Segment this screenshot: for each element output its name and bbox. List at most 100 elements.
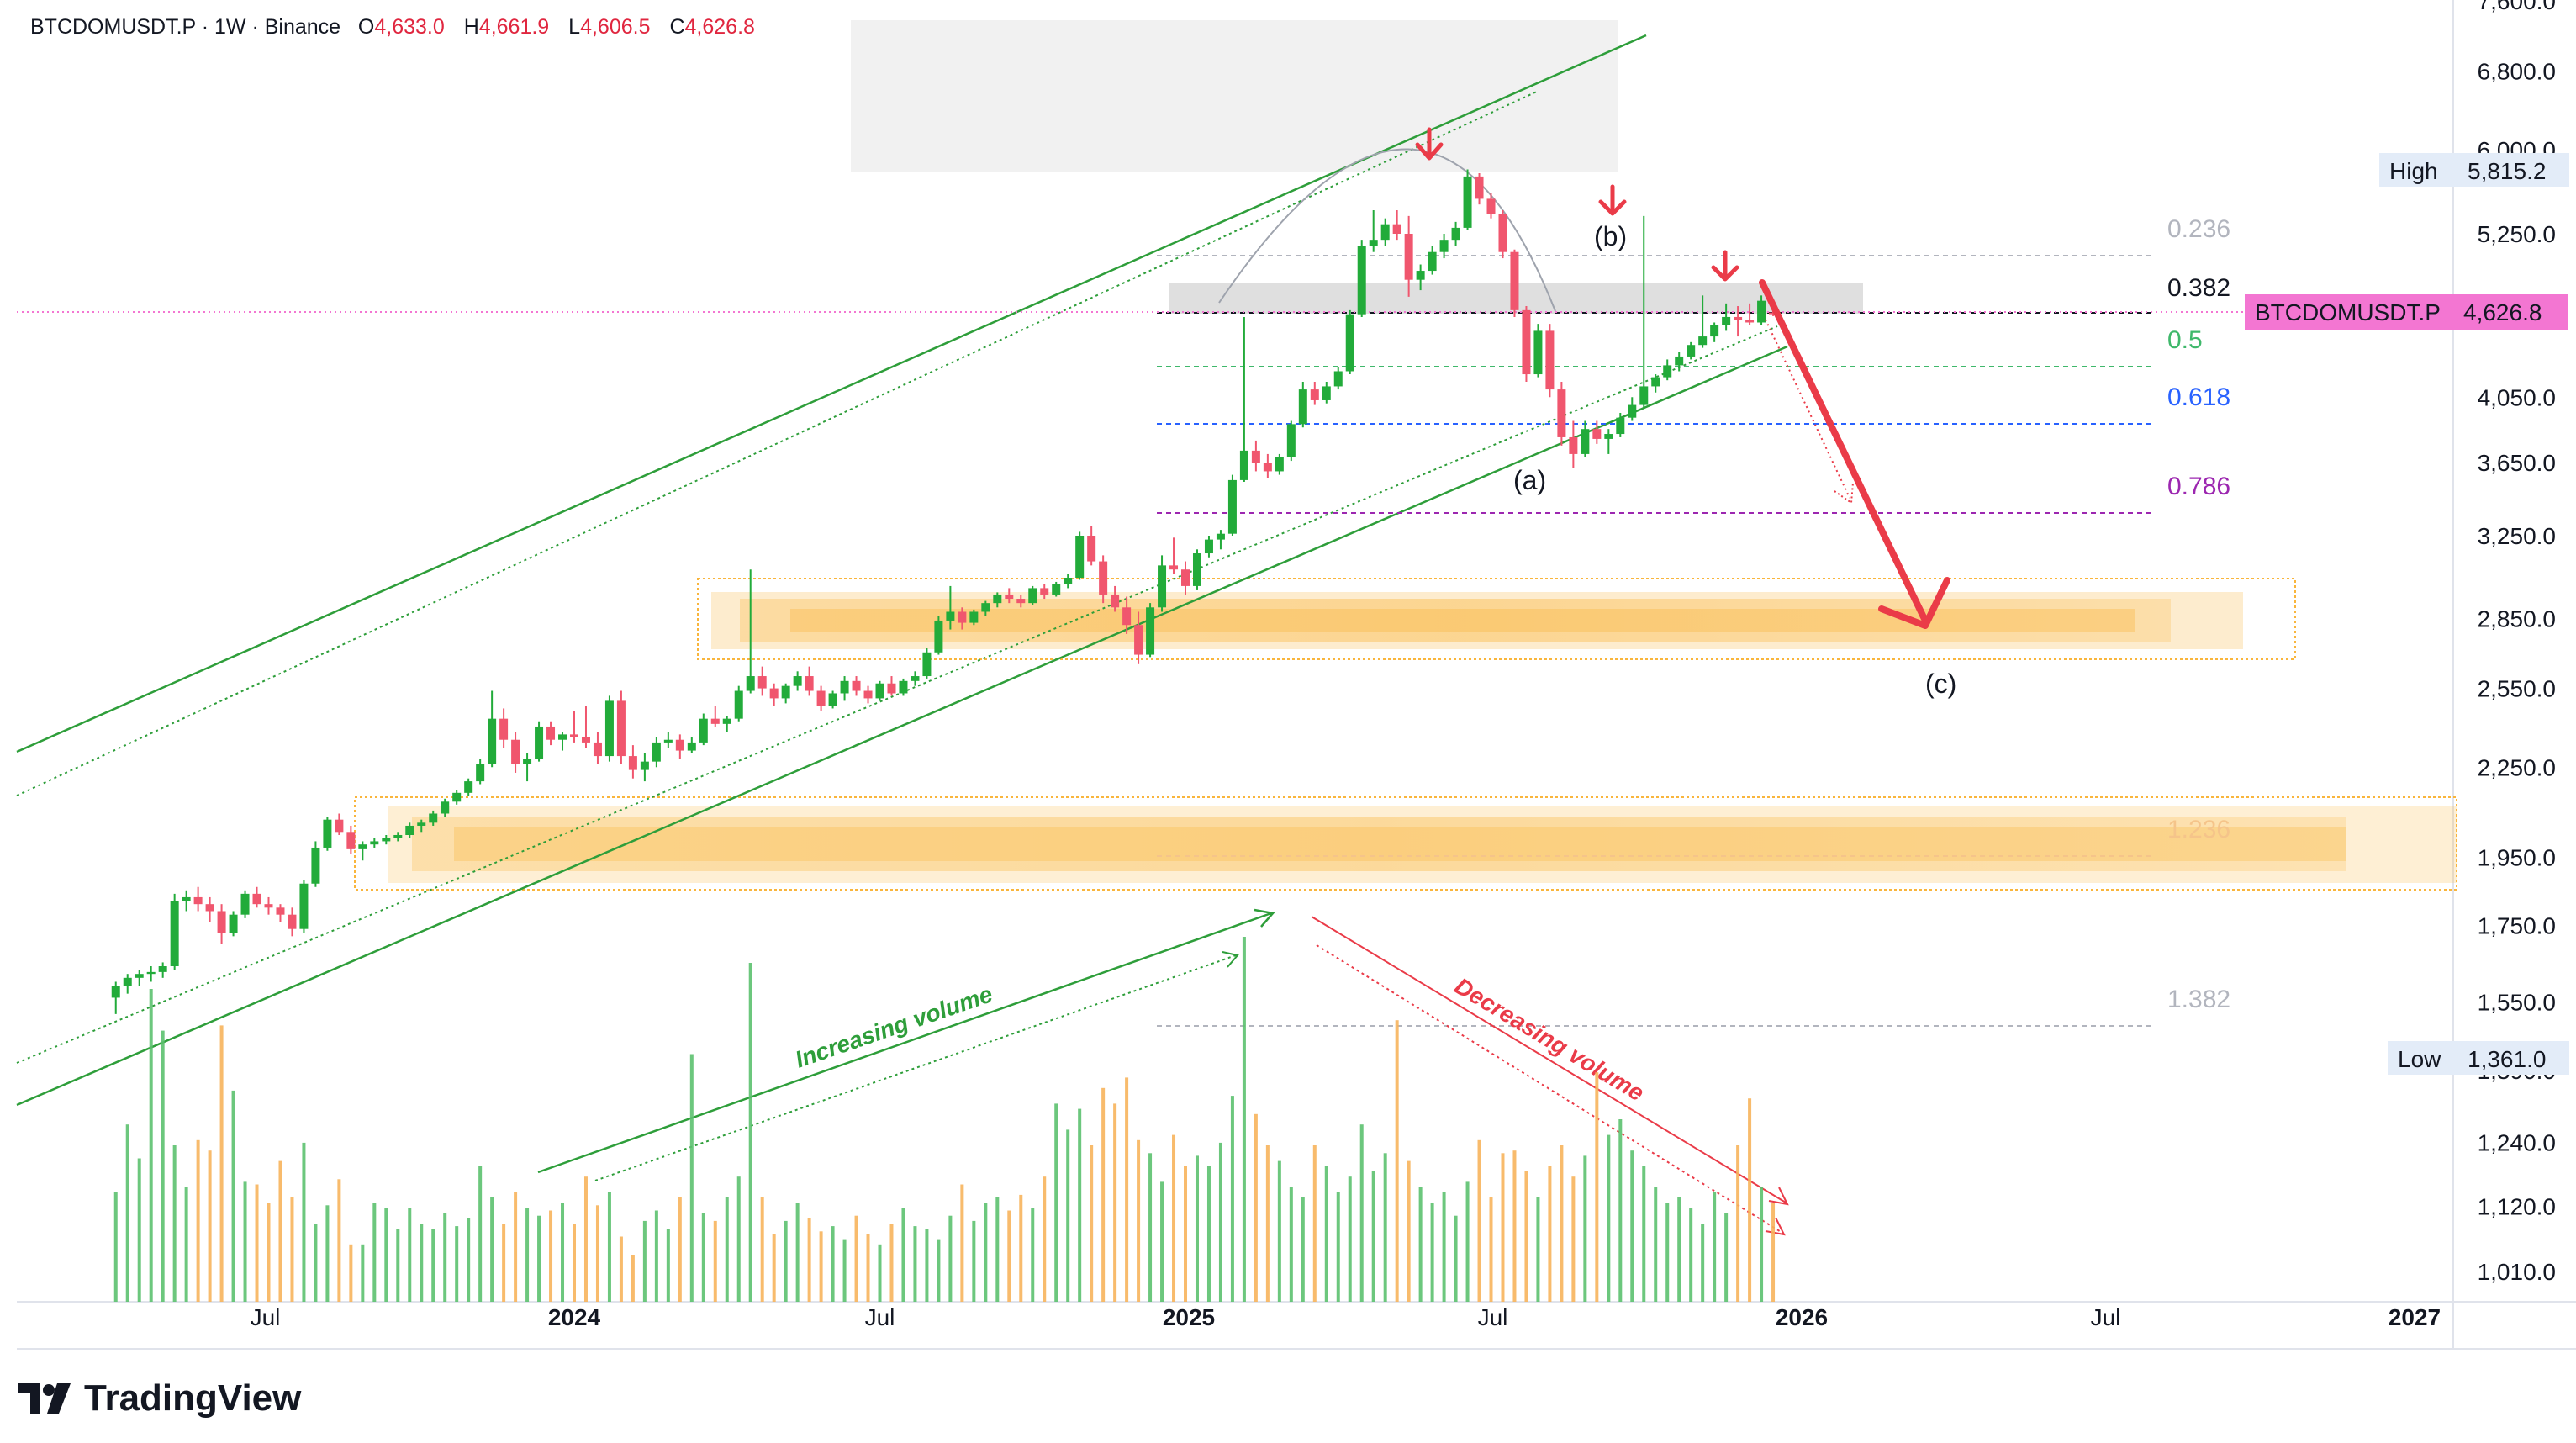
candle-body	[816, 690, 826, 706]
candle-body	[946, 611, 955, 621]
volume-bar	[1277, 1160, 1281, 1302]
candle-body	[476, 764, 485, 782]
price-tick-label: 4,050.0	[2478, 384, 2556, 410]
candle-body	[229, 914, 238, 933]
price-tick-label: 7,600.0	[2478, 0, 2556, 14]
candle-body	[464, 781, 473, 793]
price-tick-label: 1,120.0	[2478, 1193, 2556, 1219]
time-axis[interactable]: Jul 2024 Jul 2025 Jul 2026 Jul 2027	[251, 1304, 2441, 1330]
candle-body	[1087, 536, 1096, 562]
candle-body	[1016, 599, 1026, 604]
fib-label-1236: 1.236	[2167, 816, 2230, 843]
low-label: L	[568, 15, 581, 39]
volume-bar	[1007, 1210, 1011, 1302]
volume-bar	[1218, 1142, 1222, 1302]
candle-body	[205, 904, 214, 912]
candle-body	[1628, 404, 1637, 418]
volume-bar	[420, 1224, 424, 1302]
candlesticks	[111, 169, 1778, 1014]
tradingview-logo-text: TradingView	[84, 1377, 302, 1419]
candle-body	[1345, 314, 1354, 372]
candle-body	[1064, 578, 1073, 584]
candle-body	[899, 680, 908, 694]
candle-body	[1322, 386, 1331, 400]
candle-body	[1204, 539, 1213, 554]
candle-body	[1181, 569, 1190, 586]
candle-body	[405, 825, 414, 835]
volume-bar	[795, 1202, 800, 1302]
tradingview-logo[interactable]: TradingView	[18, 1377, 301, 1419]
candle-body	[1310, 389, 1319, 400]
volume-bar	[325, 1205, 330, 1302]
candle-body	[1592, 429, 1602, 439]
volume-bar	[1148, 1153, 1153, 1302]
candle-body	[1416, 271, 1425, 280]
candle-body	[1075, 536, 1085, 579]
candle-body	[875, 683, 884, 699]
volume-bar	[1395, 1020, 1399, 1302]
volume-bar	[537, 1215, 541, 1302]
candle-body	[252, 893, 261, 905]
candle-body	[535, 726, 544, 759]
volume-bar	[972, 1220, 976, 1302]
fib-label-0786: 0.786	[2167, 473, 2230, 500]
candle-body	[240, 893, 250, 915]
volume-bar	[125, 1124, 129, 1302]
volume-bar	[725, 1197, 729, 1302]
candle-body	[1510, 251, 1519, 310]
candle-body	[793, 676, 802, 686]
red-down-arrows	[1415, 127, 1739, 282]
candle-body	[1298, 389, 1307, 425]
candle-body	[1028, 588, 1037, 604]
volume-bar	[561, 1202, 565, 1302]
svg-text:High: High	[2389, 158, 2438, 184]
candle-body	[734, 690, 743, 719]
price-tick-label: 2,250.0	[2478, 754, 2556, 780]
candle-body	[1134, 625, 1143, 655]
volume-bar	[1548, 1166, 1552, 1302]
time-tick-label: Jul	[1478, 1304, 1508, 1330]
volume-bar	[1184, 1166, 1188, 1302]
volume-bar	[607, 1192, 611, 1302]
close-value: 4,626.8	[684, 15, 755, 39]
volume-bar	[1090, 1145, 1094, 1302]
candle-body	[488, 718, 497, 764]
candle-body	[170, 901, 179, 966]
candle-body	[1439, 240, 1449, 252]
price-axis[interactable]: 7,600.06,800.06,000.05,250.04,050.03,650…	[2478, 0, 2556, 1285]
volume-bar	[678, 1197, 682, 1302]
candle-body	[358, 844, 367, 849]
candle-body	[593, 742, 602, 757]
candle-body	[1239, 450, 1248, 480]
volume-bar	[736, 1176, 741, 1302]
candle-body	[722, 718, 731, 724]
volume-bar	[1125, 1077, 1129, 1302]
candle-body	[1663, 365, 1672, 378]
volume-bar	[1665, 1202, 1670, 1302]
symbol-header[interactable]: BTCDOMUSDT.P · 1W · Binance O4,633.0 H4,…	[30, 15, 768, 40]
candle-body	[1404, 234, 1413, 280]
volume-bar	[502, 1224, 506, 1302]
candle-body	[852, 680, 861, 691]
volume-bar	[1359, 1124, 1364, 1302]
svg-text:4,626.8: 4,626.8	[2463, 299, 2542, 325]
volume-bar	[1371, 1171, 1375, 1302]
svg-text:Low: Low	[2398, 1046, 2441, 1072]
candle-body	[1604, 434, 1613, 439]
candle-body	[1357, 246, 1366, 314]
candle-body	[182, 896, 191, 901]
volume-bar	[1524, 1171, 1528, 1302]
candle-body	[499, 718, 509, 740]
svg-text:1,361.0: 1,361.0	[2468, 1046, 2546, 1072]
symbol-line: BTCDOMUSDT.P · 1W · Binance	[30, 15, 341, 39]
price-tick-label: 1,950.0	[2478, 844, 2556, 870]
volume-bar	[478, 1166, 483, 1302]
candle-body	[1722, 316, 1731, 325]
candle-body	[1005, 594, 1014, 600]
volume-bar	[807, 1218, 811, 1302]
volume-bar	[1160, 1181, 1164, 1302]
volume-bar	[854, 1215, 858, 1302]
volume-bar	[467, 1218, 471, 1302]
open-label: O	[357, 15, 375, 39]
